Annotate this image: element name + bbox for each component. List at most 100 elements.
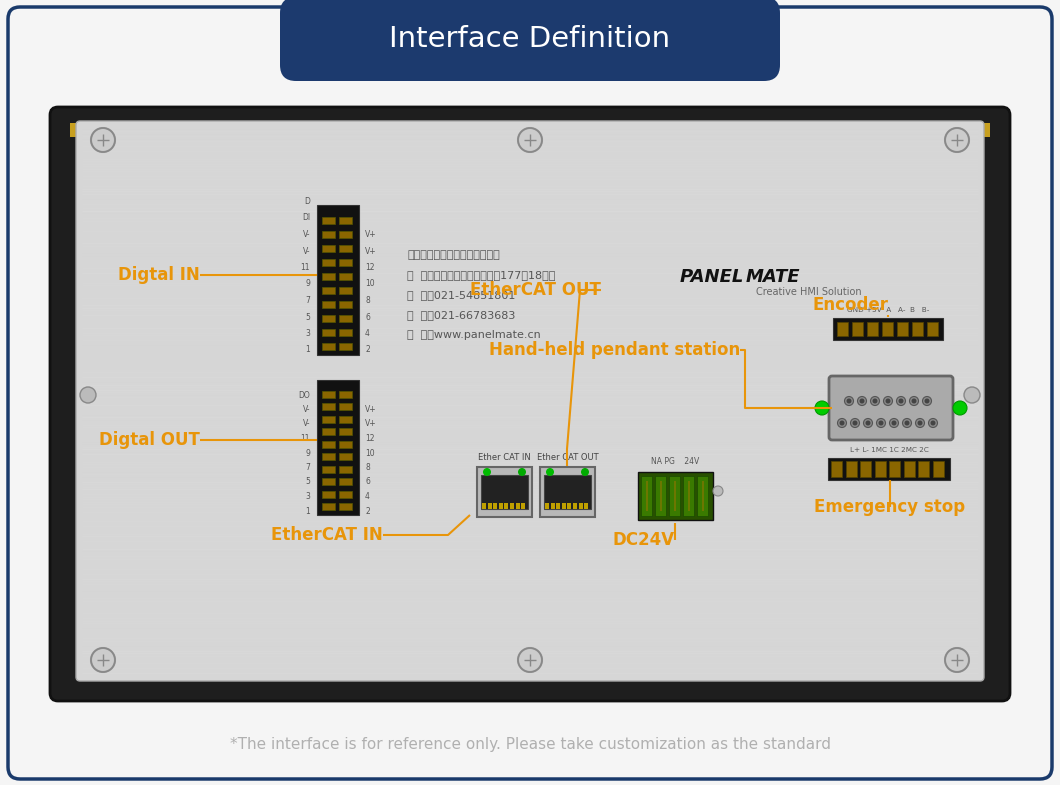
Bar: [867, 322, 878, 336]
Circle shape: [946, 648, 969, 672]
Text: 2: 2: [365, 345, 370, 355]
Text: V+: V+: [365, 246, 376, 255]
Text: DO: DO: [298, 390, 310, 400]
Text: 电  话：021-54851801: 电 话：021-54851801: [407, 290, 515, 300]
Bar: [322, 440, 335, 447]
Text: Emergency stop: Emergency stop: [814, 498, 966, 516]
Bar: [339, 273, 352, 280]
Text: 4: 4: [365, 492, 370, 501]
Bar: [322, 231, 335, 238]
Bar: [918, 461, 929, 477]
Circle shape: [899, 399, 903, 403]
Circle shape: [902, 418, 912, 428]
Circle shape: [891, 421, 897, 425]
Text: V-: V-: [302, 405, 310, 414]
Bar: [882, 322, 893, 336]
Bar: [70, 123, 990, 137]
Bar: [322, 343, 335, 350]
Bar: [322, 259, 335, 266]
Bar: [322, 315, 335, 322]
Bar: [322, 453, 335, 460]
Bar: [339, 403, 352, 410]
Circle shape: [91, 128, 114, 152]
Circle shape: [904, 421, 909, 425]
Bar: [846, 461, 856, 477]
Bar: [339, 329, 352, 336]
Text: 制造商：上海亿曜电子有限公司: 制造商：上海亿曜电子有限公司: [407, 250, 499, 260]
Text: EtherCAT OUT: EtherCAT OUT: [471, 281, 601, 299]
Text: Digtal IN: Digtal IN: [119, 266, 200, 284]
Circle shape: [918, 421, 922, 425]
Text: 2: 2: [365, 506, 370, 516]
Bar: [317, 205, 359, 355]
Bar: [510, 503, 514, 509]
Text: Digtal OUT: Digtal OUT: [100, 431, 200, 449]
Text: L+ L- 1MC 1C 2MC 2C: L+ L- 1MC 1C 2MC 2C: [849, 447, 929, 453]
Text: 3: 3: [305, 492, 310, 501]
Bar: [322, 466, 335, 473]
Text: 1: 1: [305, 345, 310, 355]
FancyBboxPatch shape: [296, 13, 764, 65]
Bar: [322, 390, 335, 397]
Circle shape: [858, 396, 866, 406]
Bar: [339, 478, 352, 485]
Text: DC24V: DC24V: [613, 531, 675, 549]
Circle shape: [713, 486, 723, 496]
Circle shape: [931, 421, 936, 425]
Text: 6: 6: [365, 477, 370, 487]
Text: 10: 10: [365, 448, 374, 458]
Text: MATE: MATE: [746, 268, 800, 286]
Text: 5: 5: [305, 477, 310, 487]
Bar: [322, 478, 335, 485]
Text: *The interface is for reference only. Please take customization as the standard: *The interface is for reference only. Pl…: [230, 737, 830, 753]
Text: 11: 11: [300, 263, 310, 272]
Bar: [683, 476, 694, 516]
Circle shape: [922, 396, 932, 406]
Circle shape: [845, 396, 853, 406]
Text: V+: V+: [365, 405, 376, 414]
Bar: [322, 428, 335, 435]
Text: D: D: [304, 197, 310, 206]
Bar: [322, 273, 335, 280]
Circle shape: [916, 418, 924, 428]
Bar: [339, 259, 352, 266]
Text: Encoder: Encoder: [812, 296, 888, 314]
Bar: [579, 503, 583, 509]
Bar: [482, 503, 485, 509]
Bar: [322, 491, 335, 498]
Circle shape: [929, 418, 937, 428]
Bar: [339, 466, 352, 473]
Circle shape: [953, 401, 967, 415]
Bar: [322, 217, 335, 224]
Circle shape: [518, 128, 542, 152]
Text: DI: DI: [302, 214, 310, 222]
Text: 1: 1: [305, 506, 310, 516]
Bar: [488, 503, 492, 509]
Text: 8: 8: [365, 296, 370, 305]
Circle shape: [852, 421, 858, 425]
Bar: [831, 461, 842, 477]
Circle shape: [889, 418, 899, 428]
Circle shape: [897, 396, 905, 406]
Circle shape: [518, 648, 542, 672]
Bar: [933, 461, 943, 477]
FancyBboxPatch shape: [50, 107, 1010, 701]
Text: Ether CAT OUT: Ether CAT OUT: [536, 452, 598, 462]
Bar: [669, 476, 681, 516]
Bar: [322, 415, 335, 422]
Bar: [339, 390, 352, 397]
Bar: [339, 440, 352, 447]
Text: 12: 12: [365, 434, 374, 443]
Bar: [928, 322, 938, 336]
Text: 10: 10: [365, 279, 374, 289]
Text: V+: V+: [365, 419, 376, 429]
Circle shape: [912, 399, 917, 403]
Text: 6: 6: [365, 312, 370, 322]
Text: NA PG    24V: NA PG 24V: [651, 458, 700, 466]
Text: Interface Definition: Interface Definition: [389, 25, 671, 53]
Text: 传  真：021-66783683: 传 真：021-66783683: [407, 310, 515, 320]
Bar: [912, 322, 923, 336]
Bar: [903, 461, 915, 477]
Bar: [322, 403, 335, 410]
Bar: [573, 503, 577, 509]
